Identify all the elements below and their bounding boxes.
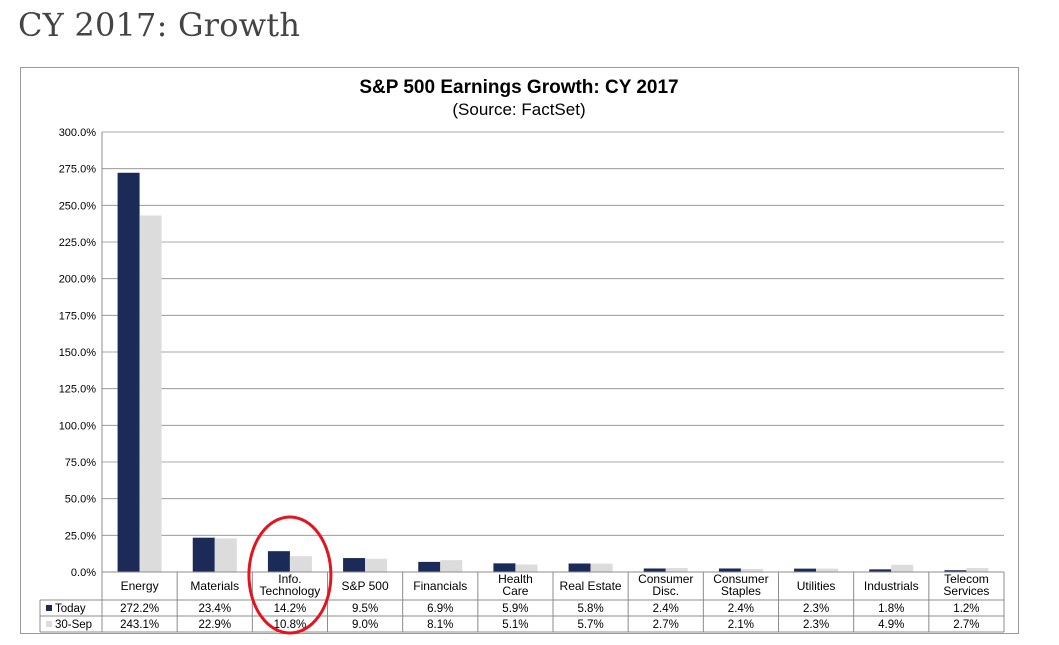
bar-30-sep [891,564,914,572]
value-cell: 2.7% [953,619,979,631]
category-label: Info. Technology [260,572,321,598]
value-cell: 1.2% [953,603,979,615]
legend-swatch-30-sep [46,621,52,627]
value-cell: 5.7% [577,619,603,631]
category-label: Consumer Staples [713,572,768,598]
bar-30-sep [214,538,237,572]
chart-frame [20,67,1019,634]
value-cell: 2.4% [653,603,679,615]
bar-today [643,568,666,572]
value-cell: 2.3% [803,619,829,631]
value-cell: 10.8% [274,619,307,631]
y-tick-label: 125.0% [59,384,97,396]
category-label: Industrials [864,579,919,593]
value-cell: 5.8% [577,603,603,615]
value-cell: 2.7% [653,619,679,631]
value-cell: 22.9% [198,619,231,631]
y-tick-label: 200.0% [59,274,97,286]
bar-30-sep [139,215,162,572]
value-cell: 6.9% [427,603,453,615]
highlight [247,515,333,635]
chart-subtitle: (Source: FactSet) [452,100,585,119]
category-label: Utilities [797,579,836,593]
bar-today [718,568,741,572]
chart-title: S&P 500 Earnings Growth: CY 2017 [359,77,678,98]
legend-label-30-sep: 30-Sep [55,619,92,631]
category-label: Financials [413,579,467,593]
value-cell: 5.9% [502,603,528,615]
data-table: Energy Materials Info. Technology S&P 500 Fin… [39,571,1005,633]
bar-today [869,569,892,572]
value-cell: 2.4% [728,603,754,615]
category-label: Telecom Services [943,572,989,598]
value-cell: 243.1% [120,619,159,631]
category-label: Energy [121,579,159,593]
y-tick-label: 300.0% [59,127,97,139]
bar-today [117,172,140,573]
legend-label-today: Today [55,603,86,615]
bar-today [568,563,591,572]
page-heading: CY 2017: Growth [18,6,301,44]
bar-today [267,551,290,572]
bar-today [794,568,817,572]
y-tick-label: 175.0% [59,310,97,322]
bar-today [944,570,967,572]
y-tick-label: 75.0% [65,457,96,469]
bar-30-sep [816,568,839,572]
y-tick-label: 50.0% [65,494,96,506]
bar-today [192,537,215,572]
bar-30-sep [590,563,613,572]
bar-30-sep [515,564,538,572]
value-cell: 1.8% [878,603,904,615]
y-tick-label: 275.0% [59,164,97,176]
category-label: Materials [190,579,239,593]
category-label: S&P 500 [342,579,389,593]
bar-today [343,558,366,572]
value-cell: 4.9% [878,619,904,631]
bar-30-sep [966,568,989,572]
bars [117,172,989,573]
bar-today [418,561,441,572]
value-cell: 2.3% [803,603,829,615]
category-label: Consumer Disc. [638,572,693,598]
bar-today [493,563,516,572]
category-label: Health Care [498,572,533,598]
y-tick-label: 100.0% [59,420,97,432]
y-tick-label: 0.0% [71,567,96,579]
bar-30-sep [440,560,463,572]
bar-30-sep [365,558,388,572]
category-label: Real Estate [560,579,622,593]
value-cell: 2.1% [728,619,754,631]
highlight-circle [247,515,333,635]
y-axis: 0.0% 25.0% 50.0% 75.0% 100.0% 125.0% 150.0% 175… [59,127,103,579]
gridlines [102,131,1004,573]
y-tick-label: 250.0% [59,200,97,212]
bar-30-sep [289,556,312,572]
legend-swatch-today [46,605,52,611]
bar-30-sep [740,568,763,572]
y-tick-label: 150.0% [59,347,97,359]
bar-30-sep [665,568,688,572]
value-cell: 272.2% [120,603,159,615]
value-cell: 14.2% [274,603,307,615]
y-tick-label: 25.0% [65,530,96,542]
value-cell: 9.5% [352,603,378,615]
y-tick-label: 225.0% [59,237,97,249]
value-cell: 23.4% [198,603,231,615]
value-cell: 9.0% [352,619,378,631]
value-cell: 8.1% [427,619,453,631]
value-cell: 5.1% [502,619,528,631]
